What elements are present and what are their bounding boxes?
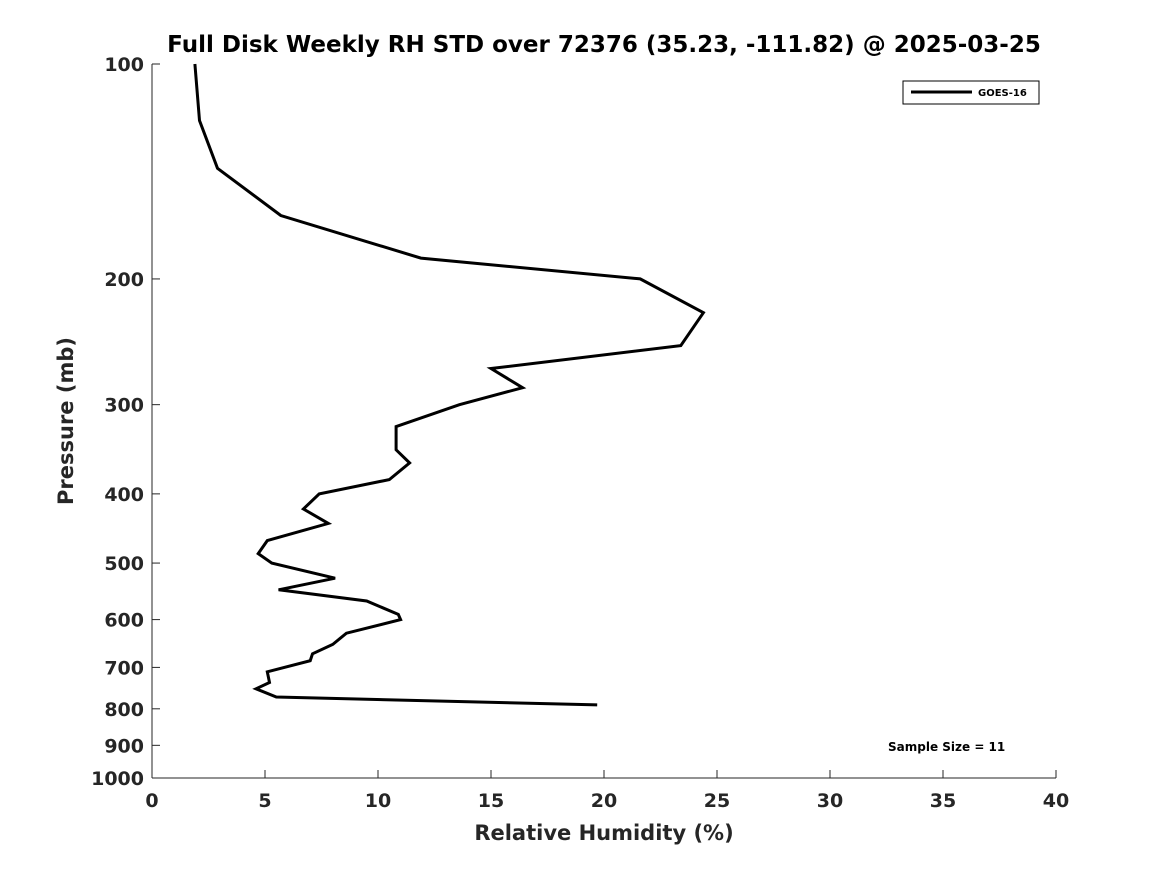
legend-label-goes-16: GOES-16 [978, 88, 1027, 99]
x-tick-label: 20 [591, 790, 617, 812]
x-tick-label: 40 [1043, 790, 1069, 812]
y-tick-label: 800 [104, 699, 144, 721]
y-tick-label: 300 [104, 395, 144, 417]
y-tick-label: 900 [104, 735, 144, 757]
x-tick-label: 0 [145, 790, 158, 812]
y-tick-label: 200 [104, 269, 144, 291]
x-tick-label: 5 [258, 790, 271, 812]
x-axis-ticks: 0 5 10 15 20 25 30 35 40 [145, 770, 1069, 812]
series-layer [193, 63, 706, 707]
y-tick-label: 400 [104, 484, 144, 506]
y-tick-label: 700 [104, 657, 144, 679]
series-line-goes-16 [193, 63, 706, 707]
y-tick-label: 500 [104, 553, 144, 575]
x-tick-label: 15 [478, 790, 504, 812]
y-tick-label: 1000 [91, 768, 144, 790]
y-tick-label: 100 [104, 54, 144, 76]
x-tick-label: 10 [365, 790, 391, 812]
y-axis-ticks: 100 200 300 400 500 600 700 800 900 1000 [91, 54, 160, 790]
legend: GOES-16 [902, 80, 1040, 105]
x-axis-label: Relative Humidity (%) [474, 821, 733, 845]
x-tick-label: 30 [817, 790, 843, 812]
y-axis-label: Pressure (mb) [54, 337, 78, 505]
sample-size-annotation: Sample Size = 11 [888, 740, 1005, 754]
x-tick-label: 25 [704, 790, 730, 812]
chart-title: Full Disk Weekly RH STD over 72376 (35.2… [167, 32, 1041, 58]
x-tick-label: 35 [930, 790, 956, 812]
y-tick-label: 600 [104, 610, 144, 632]
